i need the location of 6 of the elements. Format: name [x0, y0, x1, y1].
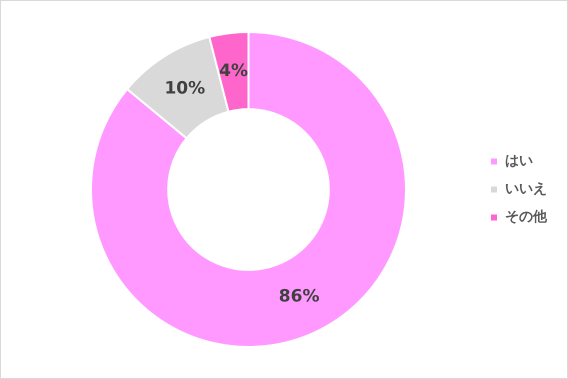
data-label: 86%: [278, 286, 320, 307]
data-label: 10%: [164, 78, 206, 99]
legend-label: その他: [505, 209, 548, 226]
legend-label: はい: [505, 153, 533, 170]
legend-label: いいえ: [505, 181, 547, 198]
data-label: 4%: [219, 60, 248, 81]
